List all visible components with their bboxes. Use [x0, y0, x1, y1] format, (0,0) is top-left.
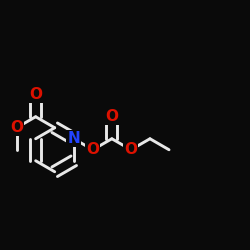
- Text: N: N: [68, 131, 80, 146]
- Text: O: O: [124, 142, 138, 157]
- Text: O: O: [86, 142, 99, 157]
- Text: O: O: [105, 109, 118, 124]
- Text: O: O: [10, 120, 23, 135]
- Text: O: O: [29, 87, 42, 102]
